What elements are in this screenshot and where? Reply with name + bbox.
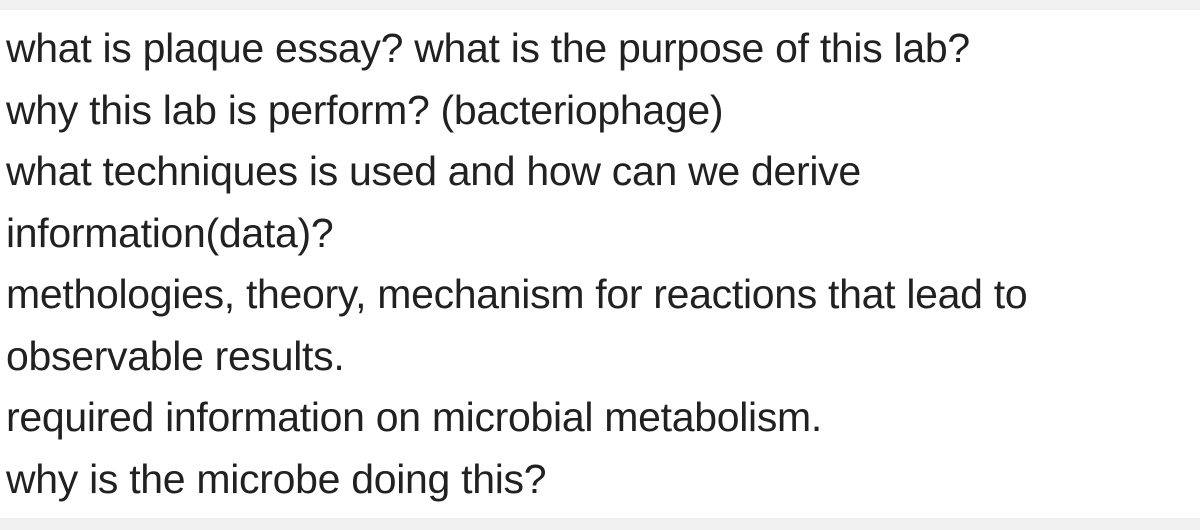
text-line-6: observable results. <box>6 326 1194 388</box>
text-line-8: why is the microbe doing this? <box>6 449 1194 511</box>
text-line-7: required information on microbial metabo… <box>6 387 1194 449</box>
text-line-5: methologies, theory, mechanism for react… <box>6 264 1194 326</box>
text-line-3: what techniques is used and how can we d… <box>6 141 1194 203</box>
text-line-1: what is plaque essay? what is the purpos… <box>6 18 1194 80</box>
text-line-4: information(data)? <box>6 203 1194 265</box>
text-content-box: what is plaque essay? what is the purpos… <box>0 10 1200 518</box>
text-line-2: why this lab is perform? (bacteriophage) <box>6 80 1194 142</box>
